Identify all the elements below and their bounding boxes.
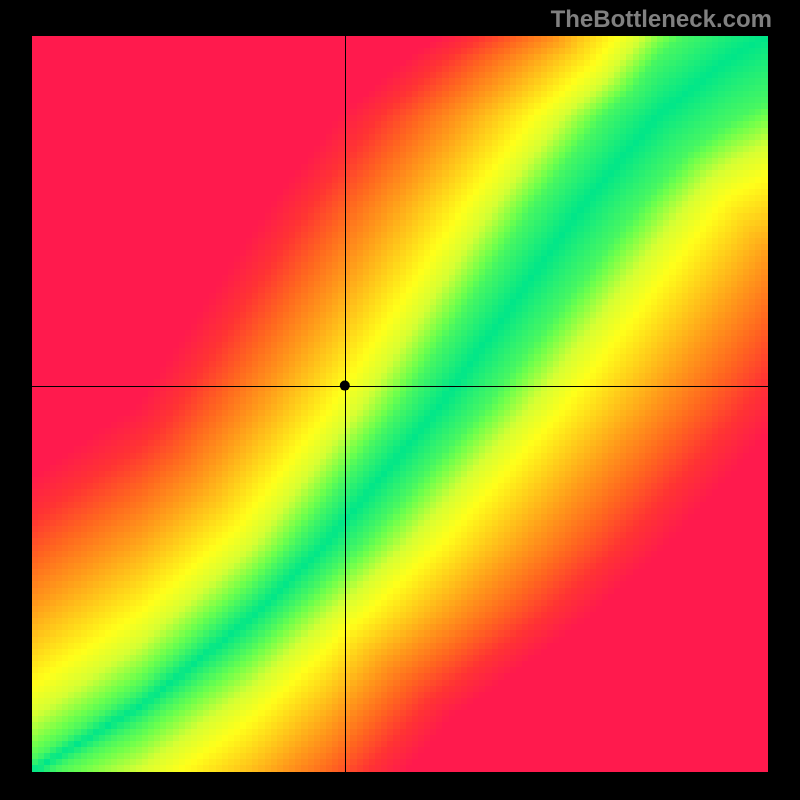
watermark-text: TheBottleneck.com [551,6,772,34]
bottleneck-heatmap [32,36,768,772]
chart-container: TheBottleneck.com [0,0,800,800]
